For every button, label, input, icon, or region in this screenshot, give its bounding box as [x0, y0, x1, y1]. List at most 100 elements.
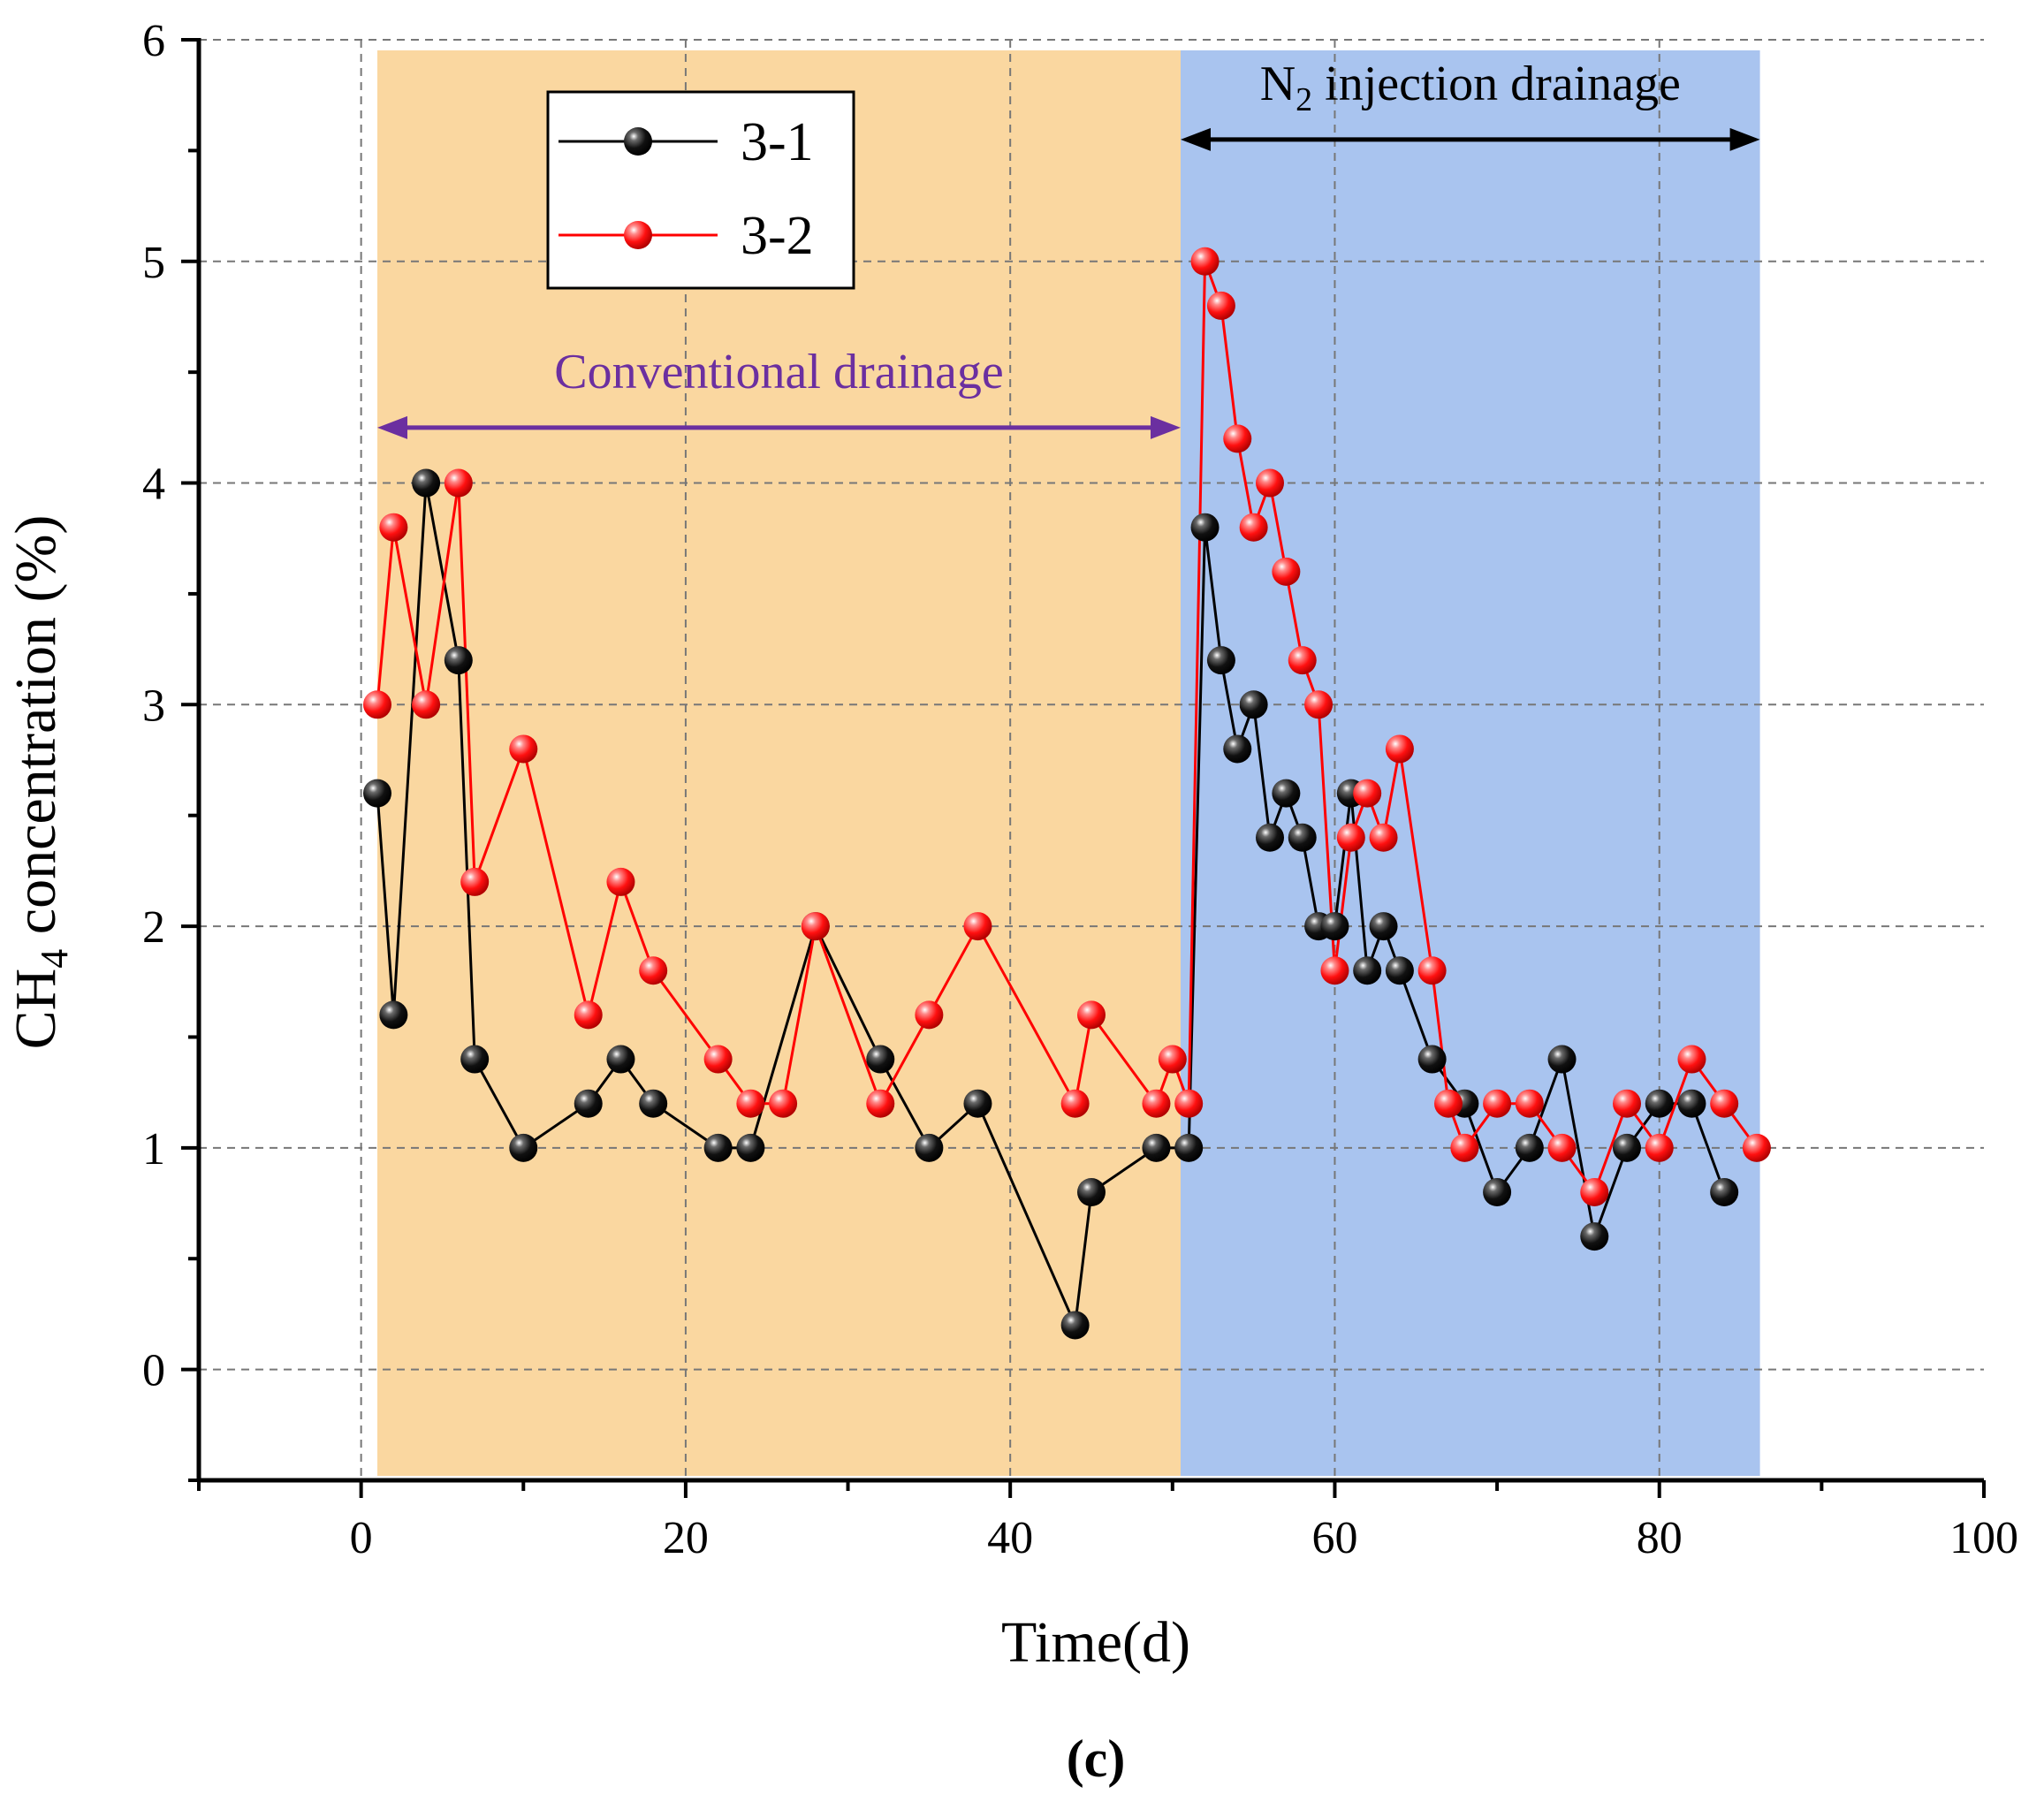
- point-3-2-7: [606, 867, 635, 896]
- annotation-conventional-drainage: Conventional drainage: [554, 345, 1004, 399]
- point-3-2-9: [703, 1045, 733, 1074]
- point-3-2-20: [1174, 1089, 1204, 1118]
- y-tick-label-4: 4: [142, 460, 165, 510]
- point-3-1-6: [574, 1089, 603, 1118]
- point-3-1-29: [1353, 956, 1382, 985]
- y-tick-label-3: 3: [142, 680, 165, 731]
- point-3-1-4: [460, 1045, 490, 1074]
- conventional-arrow-head-left: [377, 415, 407, 439]
- point-3-2-35: [1434, 1089, 1463, 1118]
- legend-label-3-2: 3-2: [741, 206, 814, 266]
- point-3-1-0: [363, 779, 391, 808]
- series-line-3-2: [376, 261, 1759, 1196]
- point-3-2-42: [1645, 1133, 1674, 1162]
- legend-marker-3-2: [624, 221, 652, 249]
- point-3-2-33: [1385, 734, 1414, 764]
- point-3-1-21: [1223, 734, 1252, 764]
- x-tick-label-0: 0: [350, 1513, 373, 1563]
- x-tick-label-60: 60: [1311, 1513, 1357, 1563]
- point-3-2-26: [1272, 557, 1301, 586]
- grid-lines: [199, 39, 1984, 1480]
- point-3-2-18: [1142, 1089, 1171, 1118]
- x-axis-title: Time(d): [1001, 1610, 1190, 1675]
- legend-marker-3-1: [624, 127, 652, 156]
- point-3-2-45: [1742, 1133, 1771, 1162]
- point-3-2-13: [866, 1089, 895, 1118]
- x-tick-label-100: 100: [1949, 1513, 2018, 1563]
- point-3-2-17: [1077, 1000, 1106, 1030]
- y-tick-label-2: 2: [142, 902, 165, 953]
- point-3-1-10: [736, 1133, 765, 1162]
- point-3-2-14: [915, 1000, 944, 1030]
- point-3-1-7: [606, 1045, 635, 1074]
- point-3-2-39: [1547, 1133, 1577, 1162]
- point-3-1-9: [703, 1133, 733, 1162]
- point-3-1-15: [1060, 1311, 1090, 1340]
- x-tick-label-80: 80: [1637, 1513, 1683, 1563]
- point-3-2-8: [639, 956, 668, 985]
- n2-injection-arrow-head-left: [1181, 127, 1211, 151]
- point-3-2-3: [444, 468, 473, 498]
- point-3-2-30: [1336, 823, 1365, 852]
- point-3-1-40: [1677, 1089, 1706, 1118]
- point-3-2-12: [801, 912, 830, 941]
- point-3-1-24: [1272, 779, 1301, 808]
- point-3-2-36: [1450, 1133, 1479, 1162]
- point-3-2-32: [1369, 823, 1398, 852]
- point-3-1-5: [509, 1133, 538, 1162]
- point-3-2-44: [1710, 1089, 1739, 1118]
- point-3-2-37: [1483, 1089, 1512, 1118]
- annotations: [377, 127, 1760, 439]
- point-3-1-39: [1645, 1089, 1674, 1118]
- data-series: [363, 247, 1771, 1340]
- point-3-1-17: [1142, 1133, 1171, 1162]
- point-3-2-10: [736, 1089, 765, 1118]
- point-3-1-8: [639, 1089, 668, 1118]
- point-3-1-1: [379, 1000, 408, 1030]
- y-tick-label-5: 5: [142, 238, 165, 288]
- point-3-1-41: [1710, 1178, 1739, 1206]
- point-3-1-25: [1288, 823, 1317, 852]
- point-3-2-5: [509, 734, 538, 764]
- annotation-n2-injection-drainage: N2 injection drainage: [1260, 57, 1681, 118]
- point-3-2-24: [1239, 513, 1268, 542]
- point-3-2-21: [1190, 247, 1220, 276]
- y-tick-label-6: 6: [142, 16, 165, 66]
- point-3-2-29: [1320, 956, 1349, 985]
- point-3-2-11: [769, 1089, 798, 1118]
- point-3-1-16: [1077, 1178, 1106, 1206]
- point-3-1-31: [1385, 956, 1414, 985]
- point-3-2-23: [1223, 424, 1252, 453]
- point-3-1-36: [1547, 1045, 1577, 1074]
- point-3-1-35: [1515, 1133, 1544, 1162]
- axes: 0 20 40 60 80 100 0 1 2 3 4 5 6: [142, 16, 2018, 1563]
- point-3-1-34: [1483, 1178, 1512, 1206]
- point-3-1-37: [1580, 1222, 1609, 1251]
- point-3-2-19: [1158, 1045, 1187, 1074]
- point-3-1-38: [1613, 1133, 1641, 1162]
- point-3-1-22: [1239, 690, 1268, 719]
- point-3-2-31: [1353, 779, 1382, 808]
- legend: 3-1 3-2: [546, 90, 855, 290]
- y-axis-title: CH4 concentration (%): [4, 515, 76, 1050]
- point-3-2-25: [1256, 468, 1284, 498]
- point-3-1-23: [1256, 823, 1284, 852]
- y-tick-label-1: 1: [142, 1124, 165, 1175]
- legend-label-3-1: 3-1: [741, 112, 814, 172]
- point-3-2-40: [1580, 1178, 1609, 1206]
- point-3-2-1: [379, 513, 408, 542]
- point-3-1-27: [1320, 912, 1349, 941]
- n2-injection-arrow-head-right: [1729, 127, 1760, 151]
- point-3-1-13: [915, 1133, 944, 1162]
- point-3-1-3: [444, 646, 473, 675]
- point-3-1-12: [866, 1045, 895, 1074]
- point-3-1-30: [1369, 912, 1398, 941]
- panel-label: (c): [1067, 1730, 1126, 1788]
- point-3-2-0: [363, 690, 391, 719]
- point-3-2-43: [1677, 1045, 1706, 1074]
- point-3-1-20: [1206, 646, 1235, 675]
- point-3-2-6: [574, 1000, 603, 1030]
- x-tick-label-20: 20: [663, 1513, 709, 1563]
- point-3-2-22: [1206, 291, 1235, 320]
